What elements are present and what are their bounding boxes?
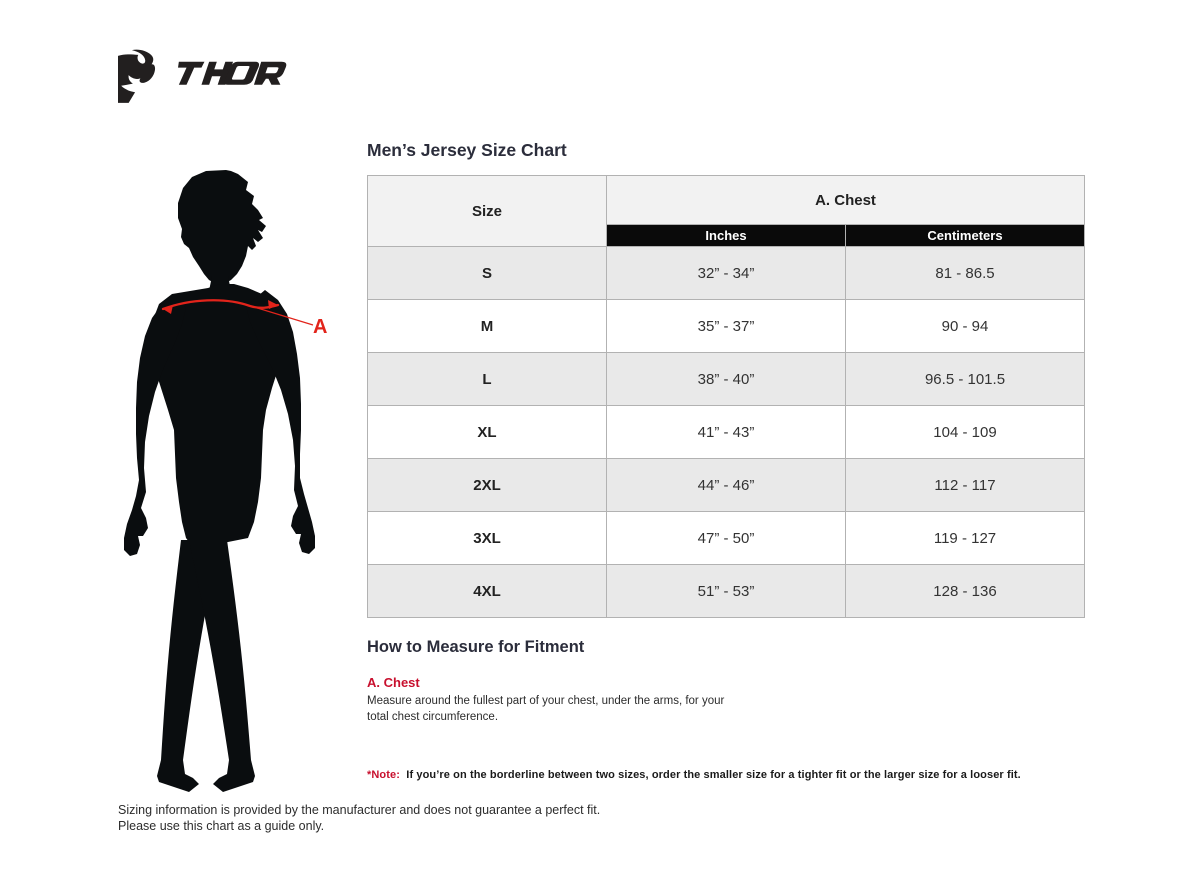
svg-text:A: A — [313, 316, 327, 338]
